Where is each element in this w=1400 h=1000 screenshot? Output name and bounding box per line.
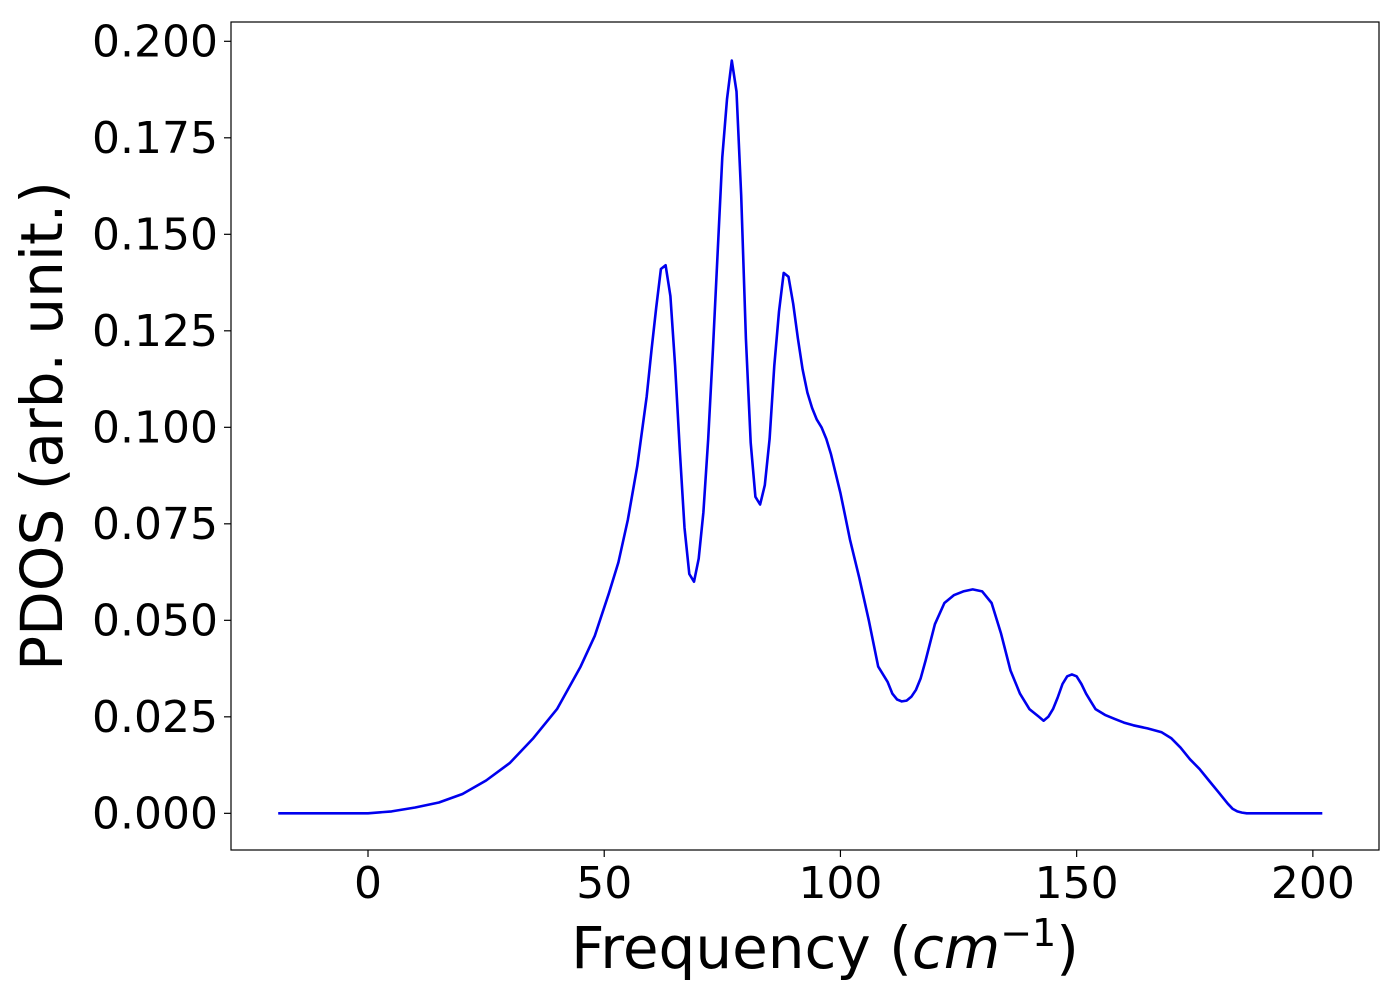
y-axis-ticks: 0.000 0.025 0.050 0.075 0.100 0.125 0.150 0.175… (92, 16, 231, 839)
y-tick-label: 0.200 (92, 16, 218, 67)
x-axis-label-text: Frequency ( (571, 914, 912, 982)
x-tick-label: 150 (1035, 858, 1119, 909)
x-axis-label: Frequency (cm−1) (571, 911, 1079, 982)
x-tick-label: 100 (798, 858, 882, 909)
x-tick-label: 200 (1271, 858, 1355, 909)
y-tick-label: 0.000 (92, 788, 218, 839)
x-axis-label-exponent: −1 (1000, 911, 1056, 955)
y-tick-label: 0.075 (92, 499, 218, 550)
x-tick-label: 50 (576, 858, 632, 909)
y-tick-label: 0.150 (92, 209, 218, 260)
series-layer (278, 59, 1323, 815)
y-tick-label: 0.050 (92, 595, 218, 646)
y-tick-label: 0.175 (92, 113, 218, 164)
plot-frame (230, 21, 1380, 851)
x-axis-label-close: ) (1056, 914, 1079, 982)
x-axis-label-unit: cm (912, 914, 1000, 982)
y-tick-label: 0.100 (92, 402, 218, 453)
y-tick-label: 0.025 (92, 692, 218, 743)
x-tick-label: 0 (354, 858, 382, 909)
x-axis-ticks: 0 50 100 150 200 (354, 850, 1355, 909)
pdos-series-line (278, 59, 1323, 815)
y-axis-label: PDOS (arb. unit.) (8, 181, 76, 671)
y-tick-label: 0.125 (92, 306, 218, 357)
